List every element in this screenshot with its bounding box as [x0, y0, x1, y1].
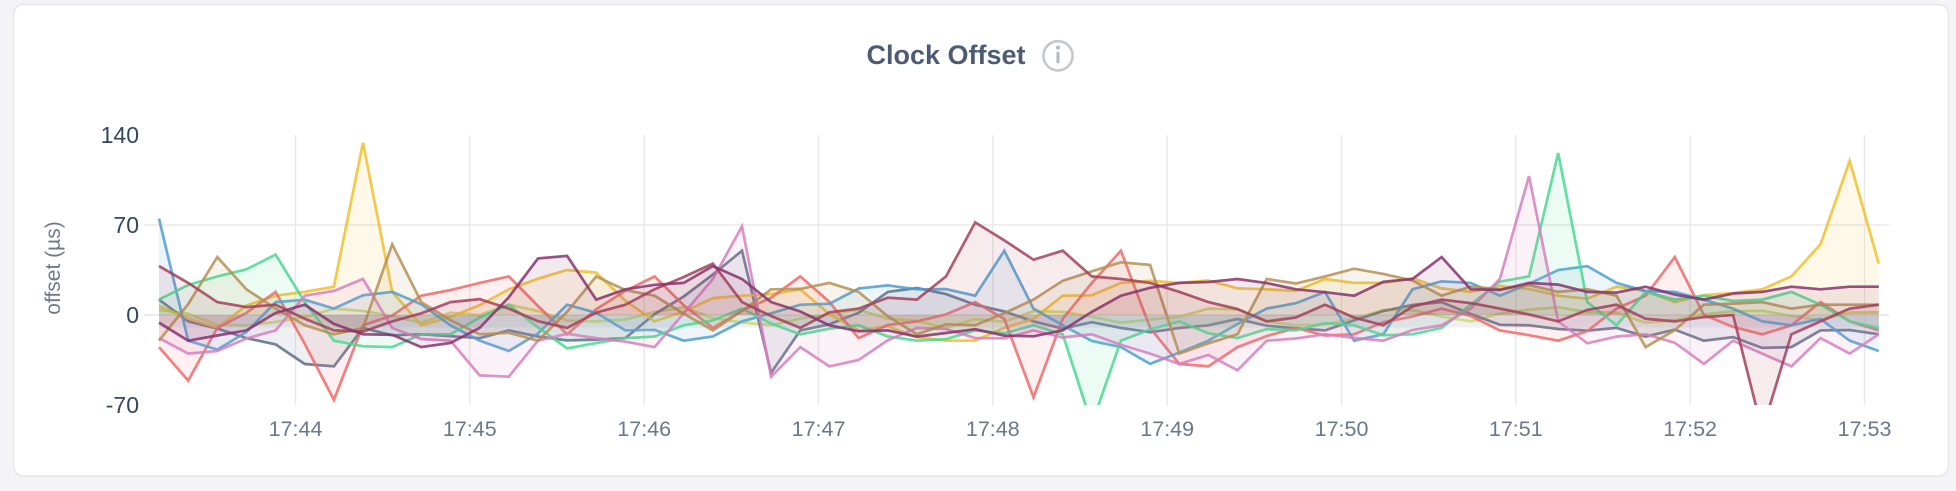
svg-text:17:51: 17:51: [1489, 417, 1543, 441]
svg-text:17:50: 17:50: [1315, 417, 1369, 441]
svg-text:140: 140: [101, 122, 139, 148]
svg-text:Clock Offset: Clock Offset: [866, 40, 1025, 70]
svg-text:17:45: 17:45: [443, 417, 497, 441]
svg-text:0: 0: [126, 302, 139, 328]
svg-text:17:44: 17:44: [269, 417, 323, 441]
svg-text:17:53: 17:53: [1838, 417, 1892, 441]
svg-text:offset (µs): offset (µs): [42, 221, 65, 314]
svg-text:-70: -70: [106, 392, 139, 418]
svg-text:70: 70: [113, 212, 139, 238]
svg-text:17:48: 17:48: [966, 417, 1020, 441]
svg-text:17:46: 17:46: [617, 417, 671, 441]
svg-text:17:52: 17:52: [1663, 417, 1717, 441]
svg-text:17:47: 17:47: [792, 417, 846, 441]
svg-text:17:49: 17:49: [1140, 417, 1194, 441]
